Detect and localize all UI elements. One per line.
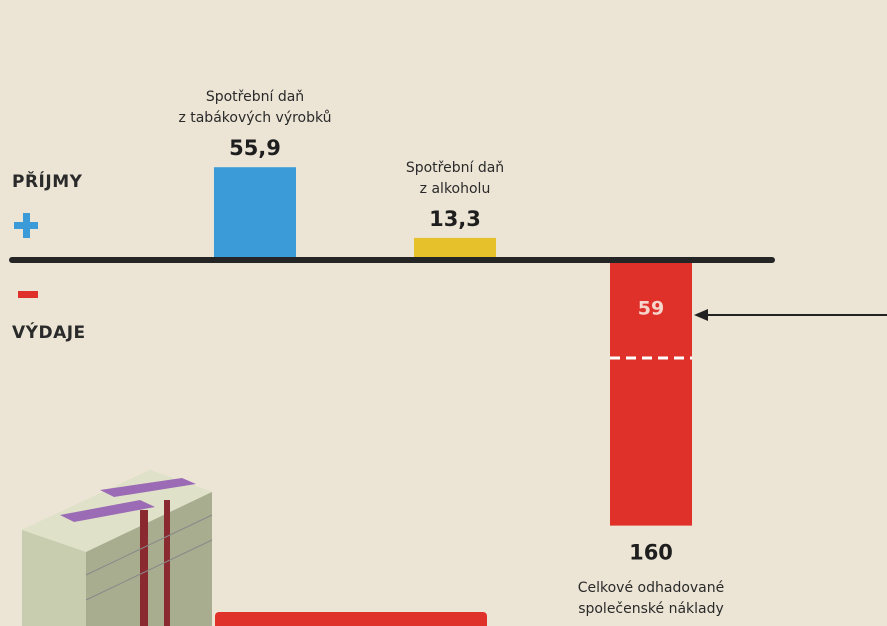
bar <box>214 167 296 260</box>
category-label: Spotřební daň z tabákových výrobků <box>178 89 332 127</box>
arrow-head <box>694 309 708 321</box>
marker-label: 59 <box>638 297 664 319</box>
expense-label: VÝDAJE <box>12 323 86 343</box>
category-label: Celkové odhadované společenské náklady <box>577 579 725 617</box>
minus-icon <box>18 291 38 298</box>
bar <box>610 260 692 526</box>
income-label: PŘÍJMY <box>12 172 83 192</box>
plus-icon <box>23 213 30 238</box>
money-stack <box>22 470 213 626</box>
red-box <box>215 612 487 626</box>
value-label: 13,3 <box>429 207 481 231</box>
value-label: 55,9 <box>229 136 281 160</box>
category-label: Spotřební daň z alkoholu <box>405 159 505 197</box>
bar <box>414 237 496 260</box>
value-label: 160 <box>629 541 673 565</box>
